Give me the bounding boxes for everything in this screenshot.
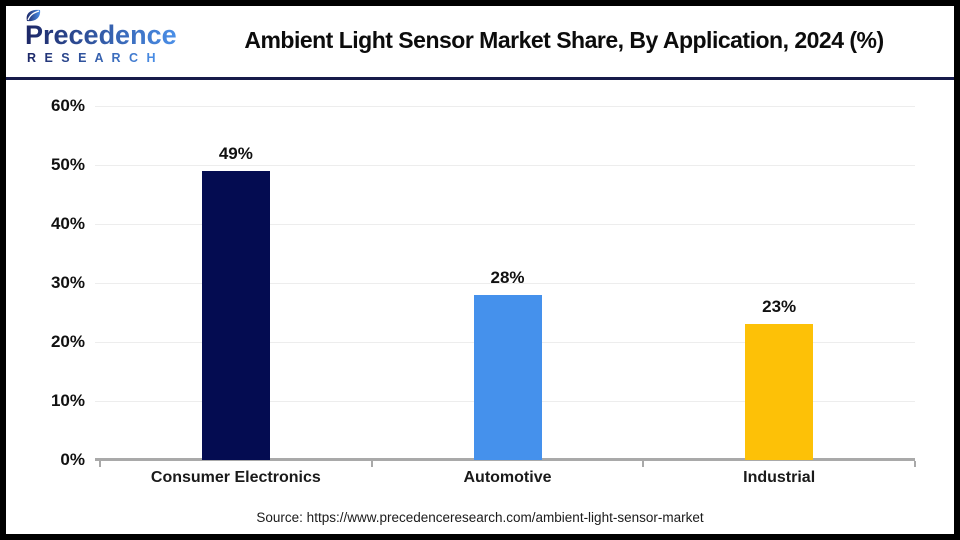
logo-wordmark: Precedence — [25, 20, 177, 50]
header: Precedence R E S E A R C H Ambient Light… — [6, 6, 954, 80]
y-axis-tick-label: 0% — [60, 450, 85, 469]
x-axis-tick — [914, 461, 916, 467]
x-axis-tick — [370, 461, 373, 467]
bar-value-label: 49% — [218, 143, 253, 163]
y-axis-tick-label: 30% — [50, 273, 85, 292]
y-axis-tick-label: 40% — [50, 214, 85, 233]
y-axis-tick-label: 60% — [50, 96, 85, 115]
gridline — [95, 283, 915, 284]
y-axis-tick-label: 10% — [50, 391, 85, 410]
source-text: Source: https://www.precedenceresearch.c… — [256, 510, 704, 525]
x-axis-tick — [99, 461, 101, 467]
y-axis-tick-label: 50% — [50, 155, 85, 174]
gridline — [95, 106, 915, 107]
x-axis-tick — [642, 461, 645, 467]
leaf-vein — [27, 10, 40, 21]
bar-value-label: 23% — [762, 297, 797, 317]
precedence-research-logo: Precedence R E S E A R C H — [24, 8, 184, 75]
y-axis-tick-label: 20% — [50, 332, 85, 351]
leaf-icon — [26, 9, 41, 22]
x-axis-category-label: Industrial — [743, 469, 816, 486]
gridline — [95, 165, 915, 166]
bar-automotive — [473, 294, 542, 460]
x-axis-category-label: Automotive — [463, 469, 552, 486]
bar-consumer-electronics — [201, 170, 270, 460]
logo-subtitle: R E S E A R C H — [27, 51, 158, 65]
bar-industrial — [745, 324, 814, 460]
gridline — [95, 224, 915, 225]
logo-graphic: Precedence R E S E A R C H — [25, 9, 177, 65]
bar-value-label: 28% — [490, 267, 525, 287]
x-axis-category-label: Consumer Electronics — [150, 469, 321, 486]
chart-title: Ambient Light Sensor Market Share, By Ap… — [244, 27, 884, 53]
